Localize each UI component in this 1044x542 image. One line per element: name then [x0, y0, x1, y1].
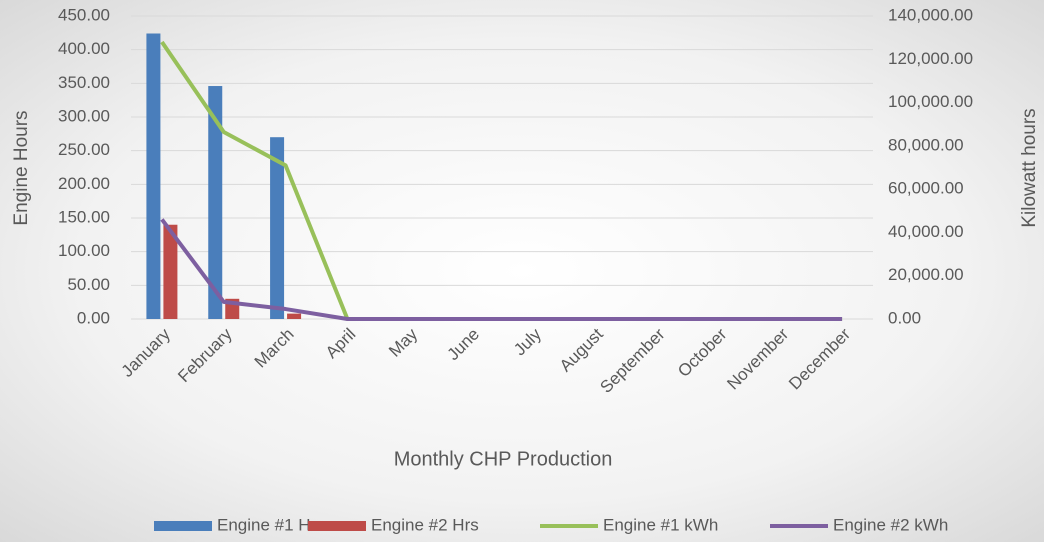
- bar: [287, 313, 302, 319]
- legend-label: Engine #1 Hrs: [217, 515, 325, 534]
- y-tick-label: 50.00: [67, 275, 110, 294]
- x-tick-label: November: [723, 324, 792, 393]
- y2-tick-label: 60,000.00: [888, 179, 964, 198]
- y-tick-label: 300.00: [58, 106, 110, 125]
- line-series: [160, 218, 843, 321]
- bar: [163, 224, 178, 319]
- x-tick-label: December: [785, 324, 854, 393]
- y-tick-label: 150.00: [58, 207, 110, 226]
- y2-tick-label: 0.00: [888, 308, 921, 327]
- x-tick-label: September: [596, 324, 668, 396]
- x-tick-label: January: [118, 324, 175, 381]
- legend-label: Engine #2 Hrs: [371, 515, 479, 534]
- legend-label: Engine #2 kWh: [833, 515, 948, 534]
- x-tick-label: July: [510, 324, 545, 359]
- x-tick-label: August: [556, 324, 607, 375]
- bar: [208, 86, 223, 319]
- x-tick-label: February: [174, 324, 236, 386]
- legend-swatch: [154, 521, 212, 531]
- y-tick-label: 400.00: [58, 39, 110, 58]
- y2-tick-label: 140,000.00: [888, 5, 973, 24]
- y-tick-label: 100.00: [58, 241, 110, 260]
- x-axis-title: Monthly CHP Production: [394, 448, 613, 470]
- x-tick-label: May: [385, 324, 421, 360]
- bar: [270, 137, 285, 319]
- legend-swatch: [308, 521, 366, 531]
- y-axis-title: Engine Hours: [11, 110, 32, 225]
- bar: [146, 33, 161, 320]
- y-tick-label: 0.00: [77, 308, 110, 327]
- y-tick-label: 250.00: [58, 140, 110, 159]
- y2-tick-label: 40,000.00: [888, 222, 964, 241]
- y-tick-label: 200.00: [58, 174, 110, 193]
- x-tick-label: April: [322, 325, 359, 362]
- y2-tick-label: 20,000.00: [888, 265, 964, 284]
- y-tick-label: 450.00: [58, 5, 110, 24]
- legend-label: Engine #1 kWh: [603, 515, 718, 534]
- y2-axis-title: Kilowatt hours: [1019, 108, 1040, 227]
- x-tick-label: June: [444, 325, 484, 365]
- x-tick-label: October: [674, 324, 730, 380]
- x-tick-label: March: [251, 325, 298, 372]
- y2-tick-label: 80,000.00: [888, 135, 964, 154]
- y2-tick-label: 100,000.00: [888, 92, 973, 111]
- y2-tick-label: 120,000.00: [888, 49, 973, 68]
- y-tick-label: 350.00: [58, 73, 110, 92]
